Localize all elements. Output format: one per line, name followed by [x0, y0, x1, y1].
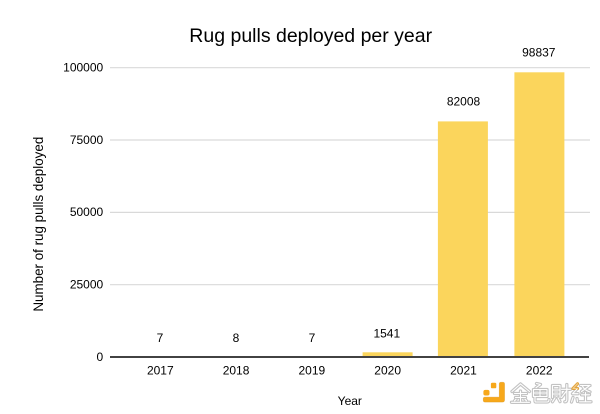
svg-text:50000: 50000: [70, 205, 104, 219]
svg-text:2020: 2020: [374, 363, 401, 377]
svg-text:2018: 2018: [223, 363, 250, 377]
svg-text:2019: 2019: [298, 363, 325, 377]
svg-text:Rug pulls deployed per year: Rug pulls deployed per year: [189, 25, 432, 47]
svg-text:100000: 100000: [63, 61, 103, 75]
svg-text:0: 0: [97, 350, 104, 364]
svg-text:98837: 98837: [522, 46, 556, 60]
svg-text:1541: 1541: [373, 326, 400, 340]
svg-text:2022: 2022: [526, 363, 553, 377]
svg-text:2017: 2017: [147, 363, 174, 377]
svg-text:25000: 25000: [70, 278, 104, 292]
svg-text:75000: 75000: [70, 133, 104, 147]
svg-text:82008: 82008: [447, 94, 481, 108]
svg-text:Number of rug pulls deployed: Number of rug pulls deployed: [31, 137, 46, 312]
svg-text:2021: 2021: [450, 363, 477, 377]
svg-text:8: 8: [233, 331, 240, 345]
svg-text:Year: Year: [338, 394, 362, 408]
svg-text:7: 7: [309, 331, 316, 345]
svg-text:7: 7: [157, 331, 164, 345]
